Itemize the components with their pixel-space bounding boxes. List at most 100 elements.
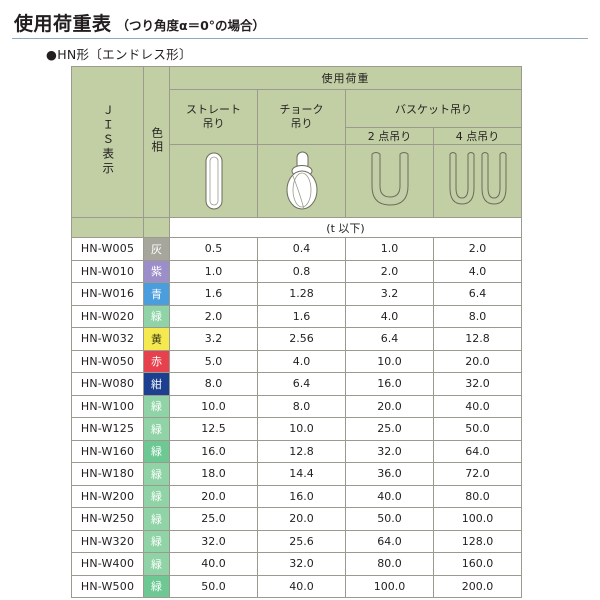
basket-sling-2point-icon [371, 152, 408, 206]
cell-jis-designation: HN-W100 [71, 394, 144, 418]
cell-jis-designation: HN-W180 [71, 462, 144, 486]
cell-straight-load: 8.0 [169, 372, 258, 396]
cell-jis-designation: HN-W400 [71, 552, 144, 576]
basket-sling-2point-icon-cell [345, 144, 434, 218]
cell-choke-load: 14.4 [257, 462, 346, 486]
header-choke-sling: チョーク 吊り [257, 89, 346, 145]
unit-row-spacer-color [143, 217, 170, 238]
basket-sling-4point-icon-cell [433, 144, 522, 218]
cell-color-swatch: 緑 [143, 462, 170, 486]
cell-basket-2point-load: 64.0 [345, 529, 434, 553]
cell-choke-load: 40.0 [257, 574, 346, 598]
cell-straight-load: 20.0 [169, 484, 258, 508]
cell-basket-4point-load: 20.0 [433, 349, 522, 373]
cell-color-swatch: 緑 [143, 394, 170, 418]
header-color-label: 色相 [143, 66, 170, 218]
table-row: HN-W500 緑 50.0 40.0 100.0 200.0 [71, 574, 522, 598]
cell-color-swatch: 青 [143, 282, 170, 306]
cell-basket-2point-load: 2.0 [345, 259, 434, 283]
cell-jis-designation: HN-W005 [71, 237, 144, 261]
cell-straight-load: 25.0 [169, 507, 258, 531]
cell-basket-4point-load: 2.0 [433, 237, 522, 261]
cell-basket-2point-load: 16.0 [345, 372, 434, 396]
cell-basket-4point-load: 64.0 [433, 439, 522, 463]
cell-color-swatch: 紫 [143, 259, 170, 283]
cell-basket-4point-load: 32.0 [433, 372, 522, 396]
cell-choke-load: 12.8 [257, 439, 346, 463]
cell-choke-load: 0.8 [257, 259, 346, 283]
cell-straight-load: 40.0 [169, 552, 258, 576]
table-row: HN-W400 緑 40.0 32.0 80.0 160.0 [71, 552, 522, 576]
cell-basket-2point-load: 25.0 [345, 417, 434, 441]
table-row: HN-W010 紫 1.0 0.8 2.0 4.0 [71, 259, 522, 283]
cell-basket-4point-load: 200.0 [433, 574, 522, 598]
cell-jis-designation: HN-W080 [71, 372, 144, 396]
load-capacity-table: ＪＩＳ表示 色相 使用荷重 ストレート 吊り チョーク 吊り バスケット吊り 2… [71, 66, 522, 598]
table-row: HN-W032 黄 3.2 2.56 6.4 12.8 [71, 327, 522, 351]
cell-straight-load: 1.6 [169, 282, 258, 306]
cell-basket-2point-load: 32.0 [345, 439, 434, 463]
choke-sling-icon-cell [257, 144, 346, 218]
cell-choke-load: 1.6 [257, 304, 346, 328]
header-straight-sling: ストレート 吊り [169, 89, 258, 145]
cell-jis-designation: HN-W016 [71, 282, 144, 306]
cell-straight-load: 18.0 [169, 462, 258, 486]
cell-basket-4point-load: 40.0 [433, 394, 522, 418]
cell-jis-designation: HN-W250 [71, 507, 144, 531]
cell-jis-designation: HN-W125 [71, 417, 144, 441]
cell-jis-designation: HN-W160 [71, 439, 144, 463]
cell-straight-load: 12.5 [169, 417, 258, 441]
cell-choke-load: 32.0 [257, 552, 346, 576]
cell-choke-load: 25.6 [257, 529, 346, 553]
cell-choke-load: 16.0 [257, 484, 346, 508]
cell-basket-4point-load: 6.4 [433, 282, 522, 306]
cell-straight-load: 2.0 [169, 304, 258, 328]
cell-choke-load: 4.0 [257, 349, 346, 373]
cell-color-swatch: 緑 [143, 507, 170, 531]
header-color-text: 色相 [150, 127, 165, 154]
header-straight-line1: ストレート [186, 103, 241, 116]
cell-basket-4point-load: 12.8 [433, 327, 522, 351]
cell-color-swatch: 緑 [143, 529, 170, 553]
cell-basket-2point-load: 10.0 [345, 349, 434, 373]
page-title: 使用荷重表 [14, 13, 112, 35]
cell-choke-load: 8.0 [257, 394, 346, 418]
table-row: HN-W016 青 1.6 1.28 3.2 6.4 [71, 282, 522, 306]
cell-basket-2point-load: 50.0 [345, 507, 434, 531]
table-unit-row: (t 以下) [71, 217, 522, 238]
cell-jis-designation: HN-W320 [71, 529, 144, 553]
cell-color-swatch: 緑 [143, 417, 170, 441]
cell-jis-designation: HN-W500 [71, 574, 144, 598]
cell-choke-load: 6.4 [257, 372, 346, 396]
header-choke-line2: 吊り [290, 117, 313, 130]
table-row: HN-W250 緑 25.0 20.0 50.0 100.0 [71, 507, 522, 531]
table-header-row-points: 2 点吊り 4 点吊り [72, 127, 522, 145]
cell-basket-4point-load: 72.0 [433, 462, 522, 486]
cell-basket-4point-load: 128.0 [433, 529, 522, 553]
page-title-note: （つり角度α＝0°の場合） [116, 18, 266, 33]
cell-basket-4point-load: 8.0 [433, 304, 522, 328]
cell-basket-2point-load: 1.0 [345, 237, 434, 261]
table-row: HN-W320 緑 32.0 25.6 64.0 128.0 [71, 529, 522, 553]
cell-choke-load: 10.0 [257, 417, 346, 441]
header-choke-line1: チョーク [279, 103, 324, 116]
cell-jis-designation: HN-W050 [71, 349, 144, 373]
table-header-row-sub: ストレート 吊り チョーク 吊り バスケット吊り [72, 89, 522, 145]
unit-note: (t 以下) [169, 217, 522, 238]
header-basket-2point: 2 点吊り [345, 127, 434, 145]
cell-straight-load: 3.2 [169, 327, 258, 351]
cell-jis-designation: HN-W010 [71, 259, 144, 283]
cell-jis-designation: HN-W032 [71, 327, 144, 351]
cell-straight-load: 32.0 [169, 529, 258, 553]
cell-straight-load: 50.0 [169, 574, 258, 598]
cell-color-swatch: 緑 [143, 484, 170, 508]
cell-basket-2point-load: 4.0 [345, 304, 434, 328]
cell-color-swatch: 緑 [143, 439, 170, 463]
page-title-block: 使用荷重表 （つり角度α＝0°の場合） [14, 9, 265, 36]
cell-straight-load: 1.0 [169, 259, 258, 283]
table-row: HN-W200 緑 20.0 16.0 40.0 80.0 [71, 484, 522, 508]
cell-color-swatch: 緑 [143, 552, 170, 576]
table-header-row-group: ＪＩＳ表示 色相 使用荷重 [71, 66, 522, 218]
table-row: HN-W005 灰 0.5 0.4 1.0 2.0 [71, 237, 522, 261]
cell-basket-4point-load: 4.0 [433, 259, 522, 283]
